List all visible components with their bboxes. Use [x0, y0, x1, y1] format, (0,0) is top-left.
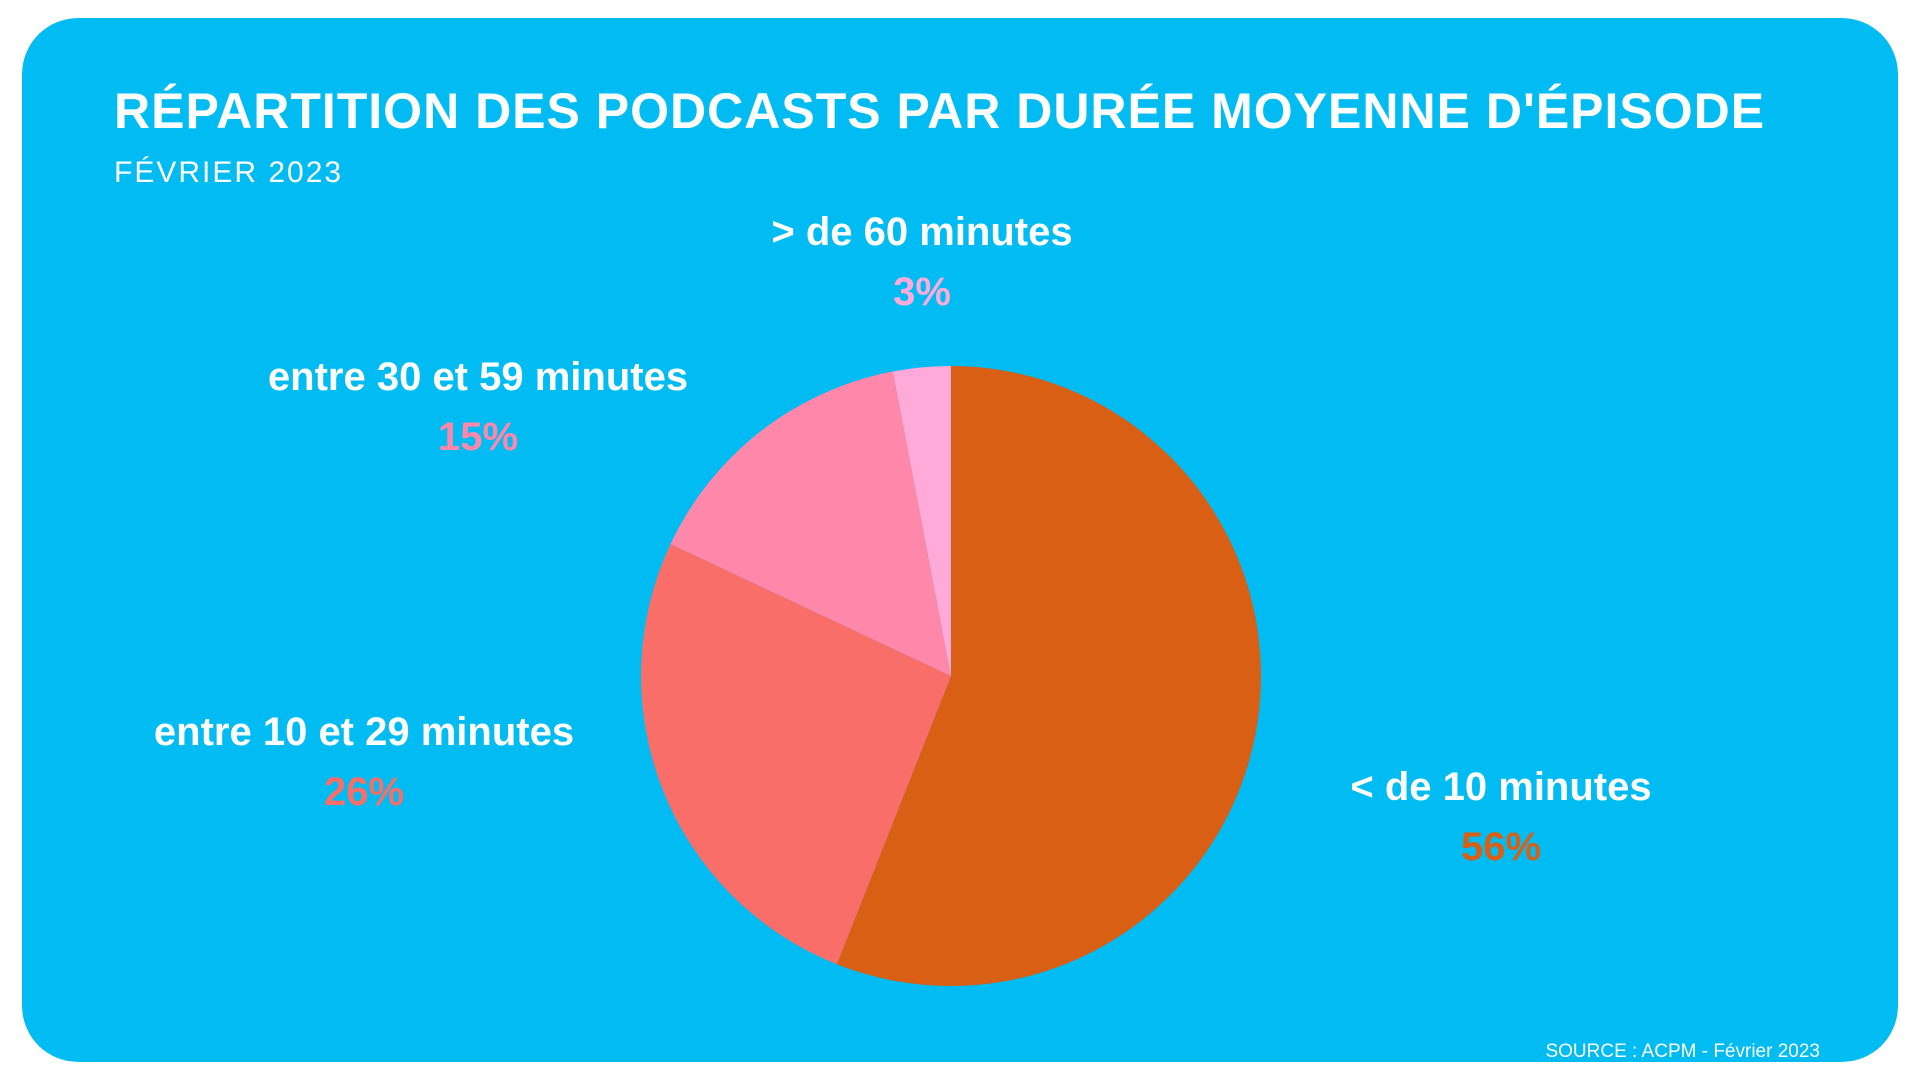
slice-name-over-60: > de 60 minutes	[771, 210, 1073, 254]
slice-label-over-60: > de 60 minutes 3%	[622, 208, 1222, 316]
pie-chart	[22, 18, 1898, 1062]
pie-slice-over-60	[892, 366, 951, 676]
slice-label-30-59: entre 30 et 59 minutes 15%	[178, 353, 778, 461]
chart-subtitle: FÉVRIER 2023	[114, 156, 344, 189]
chart-card: RÉPARTITION DES PODCASTS PAR DURÉE MOYEN…	[22, 18, 1898, 1062]
source-note: SOURCE : ACPM - Février 2023	[1545, 1041, 1820, 1062]
pie-slice-10-29	[640, 544, 951, 965]
pie-slice-under-10	[836, 366, 1262, 986]
pie-slices	[640, 366, 1262, 986]
pie-slice-30-59	[670, 371, 951, 676]
slice-value-over-60: 3%	[893, 270, 951, 314]
slice-label-under-10: < de 10 minutes 56%	[1201, 763, 1801, 871]
slice-label-10-29: entre 10 et 29 minutes 26%	[64, 708, 664, 816]
slice-name-10-29: entre 10 et 29 minutes	[153, 710, 575, 754]
slice-value-10-29: 26%	[323, 770, 405, 814]
slice-name-30-59: entre 30 et 59 minutes	[267, 355, 689, 399]
slice-value-under-10: 56%	[1460, 825, 1542, 869]
slice-value-30-59: 15%	[437, 415, 519, 459]
chart-title: RÉPARTITION DES PODCASTS PAR DURÉE MOYEN…	[114, 83, 1766, 139]
slice-name-under-10: < de 10 minutes	[1350, 765, 1652, 809]
